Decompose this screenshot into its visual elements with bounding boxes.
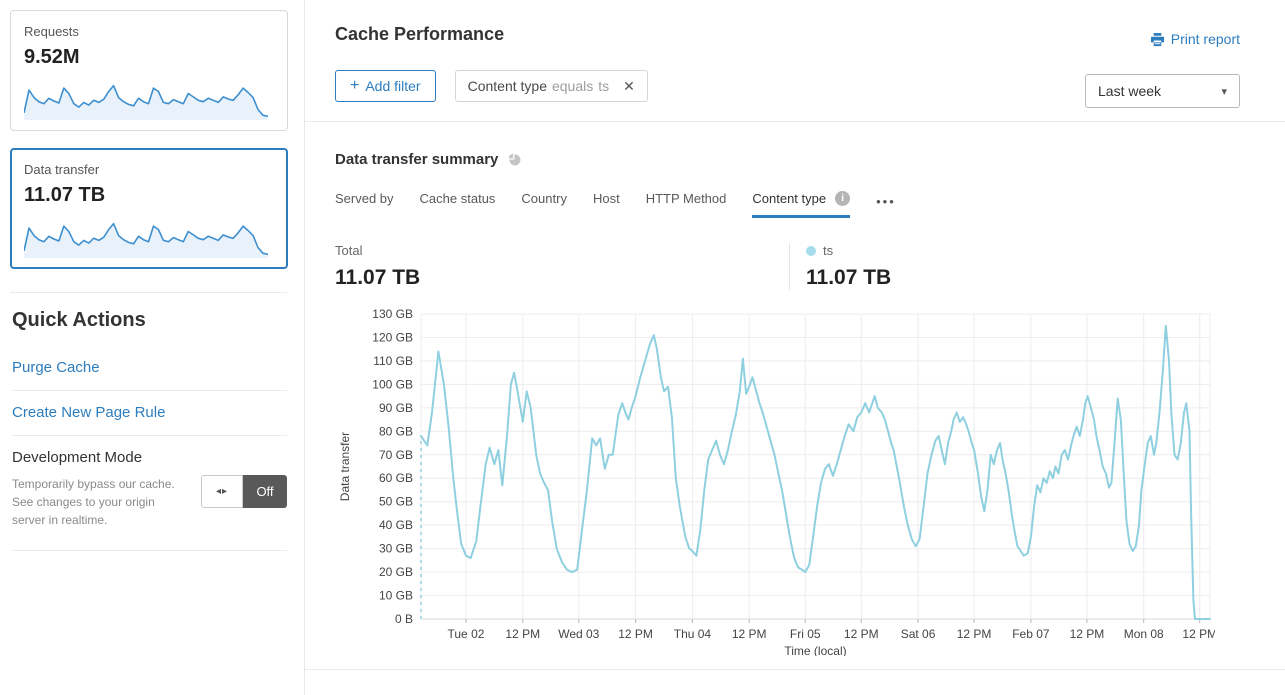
tab-content-type-label: Content type [752, 191, 827, 206]
filters-row: + Add filter Content type equals ts ✕ [335, 70, 1240, 121]
tab-country[interactable]: Country [521, 191, 567, 206]
toggle-arrows-icon[interactable]: ◂▸ [201, 475, 243, 508]
tab-served-by[interactable]: Served by [335, 191, 394, 206]
svg-text:70 GB: 70 GB [379, 448, 413, 462]
main-header: Cache Performance Print report + Add fil… [335, 0, 1240, 121]
svg-text:130 GB: 130 GB [372, 307, 413, 321]
time-range-value: Last week [1098, 83, 1162, 99]
development-mode-block: Development Mode Temporarily bypass our … [12, 436, 287, 551]
sidebar: Requests 9.52M Data transfer 11.07 TB Qu… [0, 0, 305, 695]
total-value: 11.07 TB [335, 266, 421, 289]
svg-text:Feb 07: Feb 07 [1012, 627, 1050, 641]
svg-text:40 GB: 40 GB [379, 518, 413, 532]
svg-text:12 PM: 12 PM [732, 627, 767, 641]
series-value: 11.07 TB [806, 266, 892, 289]
svg-text:12 PM: 12 PM [618, 627, 653, 641]
development-mode-title: Development Mode [12, 449, 143, 466]
development-mode-description: Temporarily bypass our cache. See change… [12, 477, 175, 528]
summary-section: Data transfer summary Served by Cache st… [305, 122, 1285, 670]
svg-text:Time (local): Time (local) [784, 644, 846, 656]
filter-operator: equals [551, 78, 594, 94]
svg-text:0 B: 0 B [395, 612, 413, 626]
plus-icon: + [350, 77, 360, 94]
filter-value: ts [598, 78, 610, 94]
summary-heading-label: Data transfer summary [335, 151, 499, 168]
dimension-tabs: Served by Cache status Country Host HTTP… [335, 191, 1240, 218]
data-transfer-line-chart: 0 B 10 GB 20 GB 30 GB 40 GB 50 GB 60 GB 70 GB 80… [338, 307, 1217, 658]
svg-text:Sat 06: Sat 06 [901, 627, 936, 641]
filter-field: Content type [467, 78, 547, 94]
series-legend-block[interactable]: ts 11.07 TB [789, 243, 891, 290]
filter-chip-content-type[interactable]: Content type equals ts ✕ [454, 70, 648, 102]
total-label: Total [335, 243, 363, 258]
data-transfer-value: 11.07 TB [24, 184, 106, 206]
tab-cache-status[interactable]: Cache status [419, 191, 496, 206]
svg-text:Wed 03: Wed 03 [558, 627, 599, 641]
development-mode-toggle[interactable]: ◂▸ Off [201, 475, 287, 508]
summary-heading: Data transfer summary [335, 151, 1240, 168]
requests-sparkline [24, 84, 268, 120]
purge-cache-link[interactable]: Purge Cache [12, 346, 287, 391]
svg-text:110 GB: 110 GB [373, 354, 413, 368]
svg-text:Tue 02: Tue 02 [448, 627, 485, 641]
svg-text:Data transfer: Data transfer [338, 432, 352, 501]
svg-text:12 PM: 12 PM [1070, 627, 1105, 641]
svg-text:12 PM: 12 PM [1182, 627, 1215, 641]
requests-label: Requests [24, 24, 79, 39]
print-report-label: Print report [1170, 31, 1240, 47]
svg-text:50 GB: 50 GB [379, 495, 413, 509]
svg-text:90 GB: 90 GB [379, 401, 413, 415]
printer-icon [1150, 32, 1164, 46]
page-title: Cache Performance [335, 24, 505, 44]
svg-text:30 GB: 30 GB [379, 542, 413, 556]
svg-text:120 GB: 120 GB [372, 330, 413, 344]
chart-area: 0 B 10 GB 20 GB 30 GB 40 GB 50 GB 60 GB 70 GB 80… [335, 304, 1240, 661]
series-color-dot [806, 245, 816, 256]
svg-text:12 PM: 12 PM [957, 627, 992, 641]
svg-text:Fri 05: Fri 05 [790, 627, 821, 641]
svg-text:Thu 04: Thu 04 [674, 627, 712, 641]
svg-text:12 PM: 12 PM [505, 627, 540, 641]
more-tabs-icon[interactable]: ••• [876, 194, 896, 209]
data-transfer-label: Data transfer [24, 162, 100, 177]
tab-content-type[interactable]: Content type i [752, 191, 851, 218]
tab-http-method[interactable]: HTTP Method [645, 191, 727, 206]
total-block: Total 11.07 TB [335, 243, 789, 290]
print-report-link[interactable]: Print report [1150, 31, 1240, 47]
toggle-state-label: Off [243, 475, 287, 508]
svg-text:80 GB: 80 GB [379, 424, 413, 438]
pie-chart-icon [507, 152, 521, 166]
svg-text:60 GB: 60 GB [379, 471, 413, 485]
quick-actions-section: Quick Actions Purge Cache Create New Pag… [10, 292, 287, 551]
time-range-select[interactable]: Last week ▾ [1085, 74, 1240, 108]
quick-actions-heading: Quick Actions [12, 309, 146, 331]
add-filter-button[interactable]: + Add filter [335, 70, 436, 102]
main-content: Cache Performance Print report + Add fil… [305, 0, 1285, 695]
svg-text:Mon 08: Mon 08 [1124, 627, 1164, 641]
series-name: ts [823, 243, 834, 258]
requests-value: 9.52M [24, 46, 80, 68]
svg-text:10 GB: 10 GB [379, 589, 413, 603]
add-filter-label: Add filter [365, 78, 421, 94]
tab-host[interactable]: Host [592, 191, 620, 206]
svg-text:100 GB: 100 GB [372, 377, 413, 391]
svg-text:20 GB: 20 GB [379, 565, 413, 579]
chevron-down-icon: ▾ [1221, 85, 1227, 98]
bottom-divider [305, 669, 1285, 670]
info-icon[interactable]: i [835, 191, 851, 206]
create-page-rule-link[interactable]: Create New Page Rule [12, 391, 287, 436]
data-transfer-metric-card[interactable]: Data transfer 11.07 TB [10, 148, 288, 269]
requests-metric-card[interactable]: Requests 9.52M [10, 10, 288, 131]
data-transfer-sparkline [24, 222, 268, 258]
header-divider [305, 121, 1285, 122]
totals-row: Total 11.07 TB ts 11.07 TB [335, 243, 1240, 290]
svg-text:12 PM: 12 PM [844, 627, 879, 641]
filter-close-icon[interactable]: ✕ [623, 77, 635, 94]
